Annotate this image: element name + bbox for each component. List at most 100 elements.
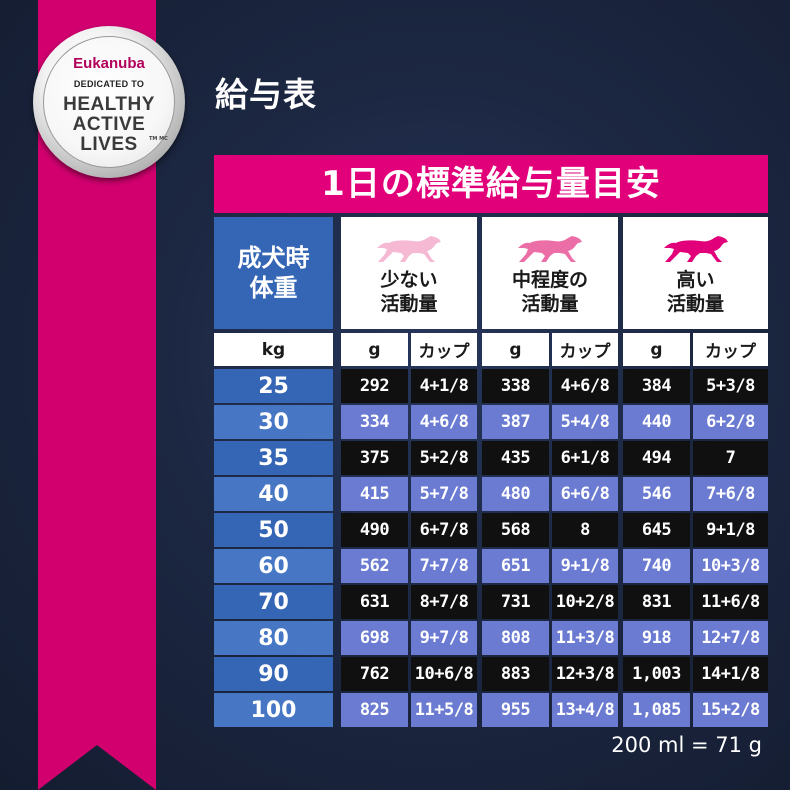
weight-cell: 50 [214, 513, 333, 547]
badge-dedicated-text: DEDICATED TO [73, 79, 145, 89]
amount-cell-low-g: 292 [341, 369, 408, 403]
amount-cell-low-g: 375 [341, 441, 408, 475]
amount-cell-mid-g: 731 [482, 585, 549, 619]
activity-label-mid-line1: 中程度の [511, 269, 588, 291]
amount-cell-high-cup: 10+3/8 [693, 549, 768, 583]
weight-cell: 80 [214, 621, 333, 655]
amount-cell-mid-g: 480 [482, 477, 549, 511]
amount-cell-mid-cup: 6+1/8 [552, 441, 618, 475]
weight-cell: 40 [214, 477, 333, 511]
amount-cell-mid-g: 808 [482, 621, 549, 655]
weight-cell: 60 [214, 549, 333, 583]
unit-header-mid-g: g [482, 333, 549, 366]
amount-cell-high-g: 918 [623, 621, 690, 655]
activity-label-low-line1: 少ない [380, 269, 438, 291]
weight-cell: 100 [214, 693, 333, 727]
dog-running-icon [518, 236, 582, 262]
amount-cell-low-cup: 4+1/8 [411, 369, 477, 403]
activity-header-high: 高い 活動量 [623, 217, 768, 329]
amount-cell-low-g: 334 [341, 405, 408, 439]
unit-header-mid-cup: カップ [552, 333, 618, 366]
badge-face: Eukanuba DEDICATED TO HEALTHY ACTIVE LIV… [43, 36, 175, 168]
amount-cell-mid-g: 338 [482, 369, 549, 403]
amount-cell-low-cup: 6+7/8 [411, 513, 477, 547]
amount-cell-mid-g: 568 [482, 513, 549, 547]
badge-line-healthy: HEALTHY [63, 94, 155, 115]
amount-cell-mid-cup: 12+3/8 [552, 657, 618, 691]
amount-cell-high-g: 1,003 [623, 657, 690, 691]
amount-cell-low-cup: 5+2/8 [411, 441, 477, 475]
activity-label-high-line2: 活動量 [666, 293, 724, 315]
conversion-note: 200 ml = 71 g [611, 733, 762, 757]
amount-cell-low-cup: 4+6/8 [411, 405, 477, 439]
unit-header-kg: kg [214, 333, 333, 366]
weight-cell: 25 [214, 369, 333, 403]
dog-running-icon [663, 236, 728, 262]
amount-cell-high-cup: 7+6/8 [693, 477, 768, 511]
amount-cell-high-cup: 6+2/8 [693, 405, 768, 439]
amount-cell-mid-g: 387 [482, 405, 549, 439]
weight-cell: 70 [214, 585, 333, 619]
amount-cell-mid-cup: 6+6/8 [552, 477, 618, 511]
amount-cell-low-g: 631 [341, 585, 408, 619]
unit-header-low-g: g [341, 333, 408, 366]
weight-header-line1: 成犬時 [237, 244, 310, 272]
amount-cell-high-cup: 5+3/8 [693, 369, 768, 403]
weight-cell: 90 [214, 657, 333, 691]
brand-ribbon [38, 0, 156, 790]
activity-header-mid: 中程度の 活動量 [482, 217, 618, 329]
brand-logo-text: Eukanuba [73, 55, 145, 72]
amount-cell-low-cup: 8+7/8 [411, 585, 477, 619]
amount-cell-high-g: 831 [623, 585, 690, 619]
amount-cell-mid-cup: 9+1/8 [552, 549, 618, 583]
weight-cell: 30 [214, 405, 333, 439]
activity-label-mid: 中程度の 活動量 [512, 268, 588, 316]
amount-cell-high-cup: 9+1/8 [693, 513, 768, 547]
amount-cell-low-cup: 5+7/8 [411, 477, 477, 511]
amount-cell-low-g: 698 [341, 621, 408, 655]
amount-cell-mid-g: 955 [482, 693, 549, 727]
amount-cell-low-cup: 10+6/8 [411, 657, 477, 691]
amount-cell-mid-cup: 5+4/8 [552, 405, 618, 439]
activity-header-low: 少ない 活動量 [341, 217, 477, 329]
activity-label-low-line2: 活動量 [380, 293, 438, 315]
badge-line-active: ACTIVE [72, 114, 146, 135]
weight-cell: 35 [214, 441, 333, 475]
dog-running-icon [377, 236, 441, 262]
unit-header-high-cup: カップ [693, 333, 768, 366]
amount-cell-low-g: 825 [341, 693, 408, 727]
amount-cell-high-g: 645 [623, 513, 690, 547]
activity-label-high-line1: 高い [676, 269, 715, 291]
brand-badge: Eukanuba DEDICATED TO HEALTHY ACTIVE LIV… [33, 26, 185, 178]
weight-header: 成犬時 体重 [214, 217, 333, 329]
weight-header-line2: 体重 [249, 274, 298, 302]
amount-cell-mid-cup: 10+2/8 [552, 585, 618, 619]
amount-cell-high-cup: 12+7/8 [693, 621, 768, 655]
table-title: 1日の標準給与量目安 [214, 155, 768, 213]
trademark-mark: TM MC [149, 136, 168, 142]
amount-cell-high-g: 384 [623, 369, 690, 403]
unit-header-low-cup: カップ [411, 333, 477, 366]
amount-cell-high-g: 546 [623, 477, 690, 511]
amount-cell-low-g: 762 [341, 657, 408, 691]
amount-cell-high-cup: 15+2/8 [693, 693, 768, 727]
amount-cell-high-cup: 7 [693, 441, 768, 475]
amount-cell-low-g: 415 [341, 477, 408, 511]
amount-cell-high-cup: 14+1/8 [693, 657, 768, 691]
amount-cell-mid-g: 651 [482, 549, 549, 583]
amount-cell-low-g: 562 [341, 549, 408, 583]
amount-cell-high-g: 1,085 [623, 693, 690, 727]
amount-cell-low-g: 490 [341, 513, 408, 547]
amount-cell-low-cup: 11+5/8 [411, 693, 477, 727]
amount-cell-mid-cup: 13+4/8 [552, 693, 618, 727]
activity-label-high: 高い 活動量 [667, 268, 724, 316]
page-title: 給与表 [215, 75, 317, 114]
amount-cell-mid-g: 883 [482, 657, 549, 691]
unit-header-high-g: g [623, 333, 690, 366]
badge-line-lives: LIVES [80, 134, 138, 155]
amount-cell-mid-cup: 8 [552, 513, 618, 547]
activity-label-mid-line2: 活動量 [521, 293, 579, 315]
amount-cell-mid-g: 435 [482, 441, 549, 475]
amount-cell-high-g: 740 [623, 549, 690, 583]
amount-cell-low-cup: 7+7/8 [411, 549, 477, 583]
